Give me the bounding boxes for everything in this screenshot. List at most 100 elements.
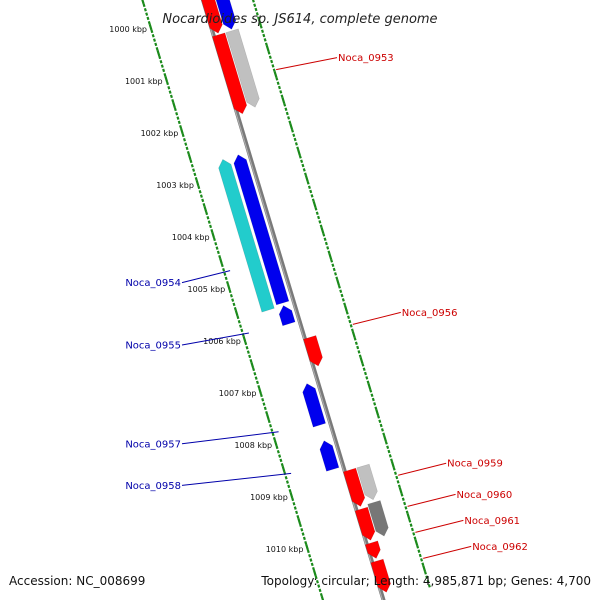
right-ruler-tick [367, 383, 372, 390]
left-ruler-tick [249, 358, 253, 363]
right-ruler-tick [417, 549, 421, 553]
scale-label: 1006 kbp [203, 337, 241, 346]
left-ruler-tick [314, 575, 318, 580]
right-ruler-tick [359, 357, 364, 364]
right-ruler-tick [280, 94, 284, 98]
right-ruler-tick [328, 253, 333, 260]
right-ruler-tick [354, 341, 358, 345]
gene-label-leader [352, 311, 401, 325]
left-ruler-tick [304, 540, 308, 545]
left-ruler-tick [292, 501, 296, 506]
scale-label: 1003 kbp [156, 181, 194, 190]
right-ruler-tick [390, 461, 395, 468]
left-ruler-tick [320, 595, 325, 600]
left-ruler-tick [203, 205, 208, 213]
right-ruler-tick [253, 3, 257, 7]
left-ruler-tick [181, 133, 185, 138]
left-ruler-tick [219, 257, 223, 265]
left-ruler-tick [288, 488, 292, 493]
left-ruler-tick [245, 345, 249, 350]
gene-arrow [367, 500, 389, 537]
right-ruler-tick [297, 149, 301, 156]
genome-summary-text: Topology: circular; Length: 4,985,871 bp… [261, 574, 591, 588]
scale-label: 1001 kbp [125, 77, 163, 86]
left-ruler-tick [305, 543, 309, 551]
right-ruler-tick [306, 181, 310, 185]
scale-label: 1002 kbp [141, 129, 179, 138]
right-ruler-tick [281, 97, 286, 104]
right-ruler-tick [294, 142, 298, 146]
gene-labels: Noca_0953 Noca_0954 Noca_0955 Noca_0956 Noca… [125, 53, 528, 559]
right-ruler-tick [275, 77, 279, 81]
right-ruler-tick [420, 558, 424, 562]
right-ruler-tick [268, 55, 272, 59]
left-ruler-tick [279, 458, 283, 463]
gene-label-leader [181, 270, 231, 284]
scale-label: 1000 kbp [109, 25, 147, 34]
gene-label-leader [276, 57, 338, 71]
right-ruler-tick [409, 523, 413, 527]
right-ruler-tick [327, 250, 331, 254]
left-ruler-tick [176, 116, 180, 120]
left-ruler-tick [179, 127, 184, 135]
left-ruler-tick [222, 267, 226, 272]
scale-label: 1009 kbp [250, 493, 288, 502]
gene-label: Noca_0958 [125, 481, 181, 492]
left-ruler-tick [214, 241, 218, 246]
right-ruler-tick [265, 45, 270, 52]
left-ruler-tick [276, 449, 280, 454]
right-ruler-tick [364, 371, 367, 376]
right-ruler-tick [395, 475, 399, 480]
left-ruler-tick [202, 202, 206, 207]
right-ruler-tick [315, 211, 319, 215]
left-ruler-tick [169, 94, 173, 99]
right-ruler-tick [285, 111, 289, 116]
left-ruler-tick [224, 276, 228, 281]
left-ruler-tick [159, 59, 163, 64]
left-ruler-tick [189, 159, 193, 164]
left-ruler-tick [186, 150, 190, 155]
left-ruler-tick [167, 85, 171, 90]
right-ruler-tick [408, 519, 412, 523]
left-ruler-tick [142, 3, 146, 8]
right-ruler-tick [339, 289, 343, 293]
right-ruler-tick [262, 33, 266, 38]
right-ruler-tick [371, 397, 375, 402]
right-ruler-tick [331, 263, 335, 267]
left-ruler-tick [257, 384, 261, 389]
gene-arrow [218, 158, 275, 313]
right-ruler-tick [422, 565, 427, 572]
right-ruler-tick [318, 220, 322, 224]
left-ruler-tick [205, 211, 209, 216]
left-ruler-tick [184, 142, 188, 146]
left-ruler-tick [308, 553, 312, 558]
left-ruler-tick [254, 376, 258, 380]
right-ruler-tick [378, 419, 382, 423]
right-ruler-tick [347, 315, 351, 319]
right-ruler-tick [413, 536, 417, 540]
left-ruler-tick [215, 246, 219, 250]
left-ruler-tick [252, 367, 256, 372]
left-ruler-tick [258, 387, 262, 395]
right-ruler-tick [373, 402, 377, 406]
gene-arrow [278, 305, 296, 327]
right-ruler-tick [382, 432, 386, 436]
right-ruler-tick [406, 513, 411, 520]
left-ruler-tick [154, 42, 158, 47]
accession-text: Accession: NC_008699 [9, 574, 146, 588]
left-ruler-tick [226, 283, 231, 291]
right-ruler-tick [276, 81, 280, 85]
right-ruler-tick [416, 545, 420, 549]
right-ruler-tick [337, 285, 341, 289]
gene-label: Noca_0953 [338, 53, 394, 64]
left-ruler-tick [192, 168, 196, 172]
right-ruler-tick [418, 553, 422, 558]
left-ruler-tick [201, 198, 205, 203]
right-ruler-tick [405, 510, 409, 514]
left-ruler-tick [259, 393, 263, 398]
gene-label-leader [407, 493, 456, 507]
gene-arrow [356, 463, 378, 501]
left-ruler-tick [198, 189, 202, 194]
right-ruler-tick [380, 428, 384, 432]
right-ruler-tick [298, 155, 302, 159]
